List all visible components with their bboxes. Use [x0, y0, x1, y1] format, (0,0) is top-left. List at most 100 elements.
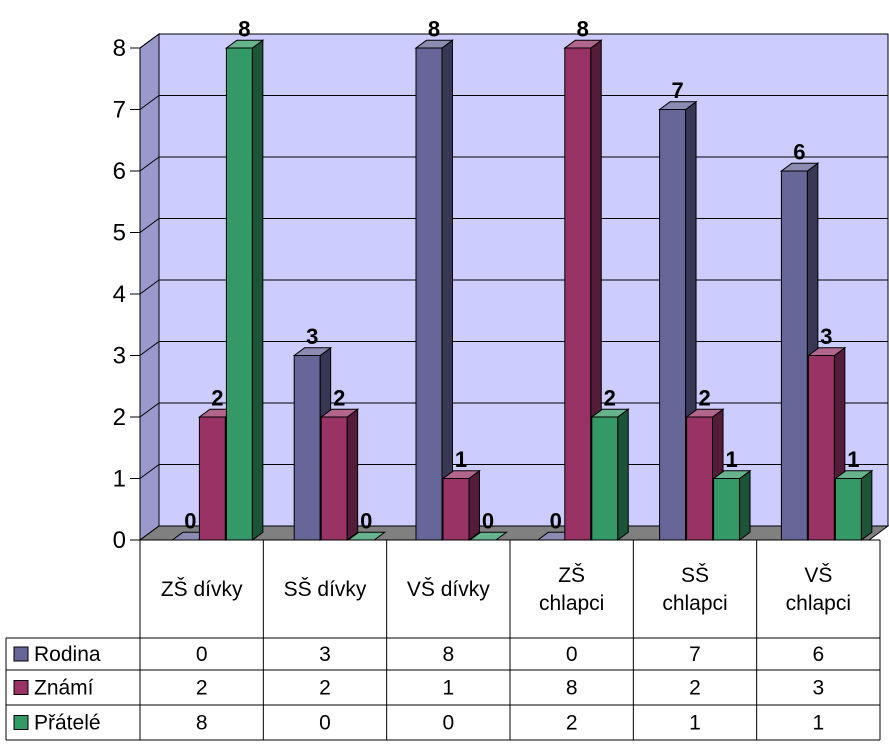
x-category-label: ZŠ: [558, 564, 585, 587]
legend-swatch: [13, 646, 29, 662]
data-label: 0: [482, 508, 494, 533]
bar-Známí: [320, 416, 348, 541]
bar-top-Známí: [685, 408, 725, 418]
x-category-label: SŠ: [681, 564, 709, 587]
gridline-side: [139, 156, 160, 172]
data-label: 3: [820, 324, 832, 349]
bar-top-Přátelé: [833, 470, 874, 479]
data-label: 3: [306, 324, 318, 349]
table-cell-value: 0: [442, 712, 454, 735]
gridline-side: [139, 218, 160, 233]
bar-top-Známí: [319, 408, 360, 418]
bar-side-Přátelé: [739, 469, 751, 541]
legend-series-name: Rodina: [34, 643, 101, 666]
bar-top-Známí: [563, 39, 603, 49]
table-cell-value: 3: [319, 643, 331, 666]
x-category-label: VŠ dívky: [407, 578, 490, 601]
bar-Přátelé: [225, 47, 253, 541]
bar-top-Rodina: [779, 162, 820, 172]
data-label: 1: [725, 447, 737, 472]
table-cell-value: 2: [566, 712, 578, 735]
data-label: 6: [793, 139, 805, 164]
data-label: 1: [847, 447, 859, 472]
x-category-label: ZŠ dívky: [161, 578, 243, 601]
bar-side-Přátelé: [860, 469, 873, 541]
table-cell-value: 1: [812, 712, 824, 735]
bar-top-Přátelé: [712, 470, 752, 479]
table-cell-value: 0: [196, 643, 208, 666]
bar-side-Rodina: [441, 39, 453, 541]
table-cell-value: 2: [689, 677, 701, 700]
bar-Známí: [686, 416, 714, 541]
bar-top-Přátelé: [224, 39, 265, 49]
bar-top-Známí: [441, 470, 481, 479]
bar-Rodina: [293, 355, 321, 541]
table-cell-value: 3: [812, 677, 824, 700]
legend-swatch: [13, 715, 29, 730]
legend-series-name: Známí: [34, 677, 94, 700]
bar-Rodina: [415, 47, 443, 541]
bar-side-Přátelé: [251, 39, 264, 541]
gridline-side: [139, 341, 160, 356]
x-category-label: SŠ dívky: [284, 578, 367, 601]
y-tick-label: 3: [113, 343, 126, 370]
data-label: 2: [211, 385, 223, 410]
gridline-side: [139, 95, 160, 110]
table-cell-value: 0: [566, 643, 578, 666]
bar-side-Známí: [468, 469, 480, 541]
bar-Rodina: [659, 109, 687, 541]
x-category-label: chlapci: [539, 592, 604, 615]
table-cell-value: 0: [319, 712, 331, 735]
bar-top-Přátelé: [590, 408, 630, 418]
bar-top-Rodina: [292, 347, 333, 356]
bar-Známí: [198, 416, 226, 541]
legend-series-name: Přátelé: [34, 712, 101, 735]
data-label: 2: [698, 385, 710, 410]
table-cell-value: 6: [812, 643, 824, 666]
bar-Přátelé: [591, 416, 619, 541]
y-tick-label: 7: [113, 97, 126, 124]
table-cell-value: 2: [319, 677, 331, 700]
bar-Přátelé: [834, 478, 862, 541]
gridline-side: [139, 279, 160, 295]
gridline-side: [139, 402, 160, 418]
y-tick-label: 6: [113, 158, 126, 185]
y-tick-label: 1: [113, 466, 126, 493]
table-cell-value: 2: [196, 677, 208, 700]
gridline-side: [139, 464, 160, 479]
bar-Známí: [564, 47, 592, 541]
x-category-label: chlapci: [662, 592, 727, 615]
table-cell-value: 8: [196, 712, 208, 735]
data-label: 8: [428, 16, 440, 41]
data-label: 2: [604, 385, 616, 410]
bar-Známí: [442, 478, 470, 541]
y-tick-label: 8: [113, 35, 126, 62]
bar-Rodina: [780, 170, 808, 541]
data-label: 8: [238, 16, 250, 41]
table-cell-value: 1: [442, 677, 454, 700]
bar-top-Známí: [806, 347, 847, 356]
y-tick-label: 2: [113, 404, 126, 431]
data-label: 0: [184, 508, 196, 533]
y-tick-label: 5: [113, 220, 126, 247]
table-cell-value: 1: [689, 712, 701, 735]
x-category-label: VŠ: [804, 564, 832, 587]
y-tick-label: 4: [113, 281, 126, 308]
gridline-side: [139, 33, 160, 49]
data-label: 1: [455, 447, 467, 472]
data-label: 7: [671, 78, 683, 103]
legend-swatch: [13, 680, 29, 695]
bar-side-Přátelé: [617, 408, 629, 541]
table-cell-value: 8: [566, 677, 578, 700]
data-label: 2: [333, 385, 345, 410]
bar-top-Rodina: [658, 101, 698, 110]
x-category-label: chlapci: [786, 592, 851, 615]
table-cell-value: 8: [442, 643, 454, 666]
bar-side-Známí: [346, 408, 359, 541]
y-tick-label: 0: [113, 527, 126, 554]
data-label: 8: [577, 16, 589, 41]
bar-top-Rodina: [414, 39, 454, 49]
bar-Známí: [807, 355, 835, 541]
data-label: 0: [360, 508, 372, 533]
